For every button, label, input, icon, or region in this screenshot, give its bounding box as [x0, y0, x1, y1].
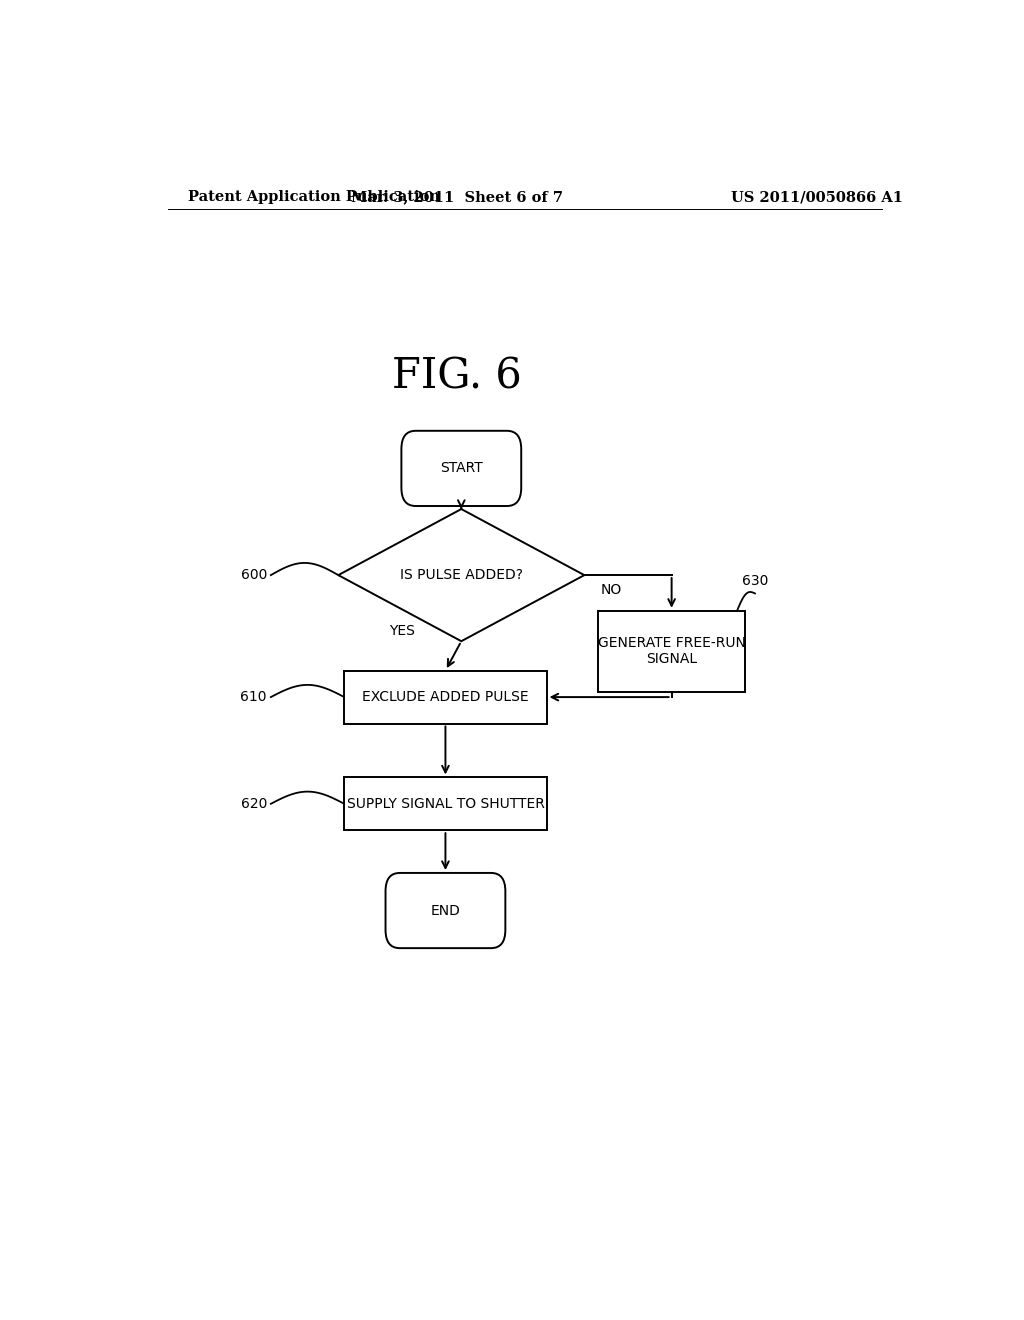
- Text: NO: NO: [600, 583, 622, 598]
- Text: END: END: [430, 903, 461, 917]
- Text: EXCLUDE ADDED PULSE: EXCLUDE ADDED PULSE: [362, 690, 528, 704]
- Text: 600: 600: [241, 568, 267, 582]
- Text: SUPPLY SIGNAL TO SHUTTER: SUPPLY SIGNAL TO SHUTTER: [346, 797, 545, 810]
- Text: Patent Application Publication: Patent Application Publication: [187, 190, 439, 205]
- Text: US 2011/0050866 A1: US 2011/0050866 A1: [731, 190, 903, 205]
- Text: 610: 610: [241, 690, 267, 704]
- Polygon shape: [338, 510, 585, 642]
- FancyBboxPatch shape: [401, 430, 521, 506]
- Bar: [344, 777, 547, 830]
- Text: YES: YES: [389, 624, 415, 638]
- Text: 620: 620: [241, 797, 267, 810]
- Bar: [598, 611, 745, 692]
- Bar: [344, 671, 547, 723]
- Text: START: START: [440, 462, 482, 475]
- Text: 630: 630: [741, 574, 768, 589]
- Text: IS PULSE ADDED?: IS PULSE ADDED?: [399, 568, 523, 582]
- FancyBboxPatch shape: [385, 873, 506, 948]
- Text: Mar. 3, 2011  Sheet 6 of 7: Mar. 3, 2011 Sheet 6 of 7: [351, 190, 563, 205]
- Text: FIG. 6: FIG. 6: [392, 356, 522, 397]
- Text: GENERATE FREE-RUN
SIGNAL: GENERATE FREE-RUN SIGNAL: [598, 636, 745, 667]
